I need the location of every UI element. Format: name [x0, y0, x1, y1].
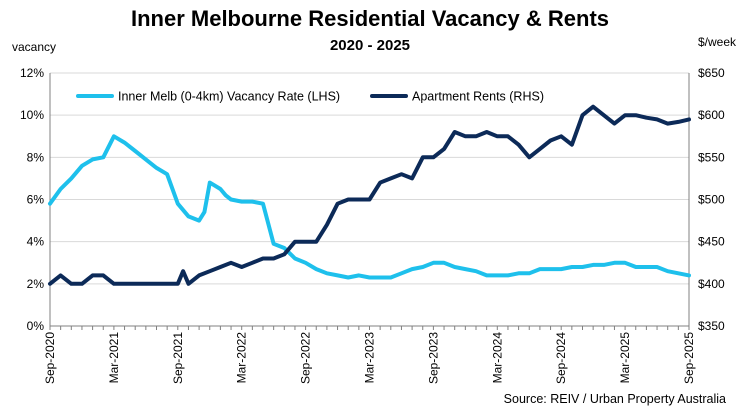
- left-axis-tick-label: 0%: [27, 319, 45, 333]
- x-axis-tick-label: Sep-2020: [43, 332, 57, 384]
- right-axis-tick-label: $400: [698, 277, 725, 291]
- x-axis-tick-label: Sep-2021: [171, 332, 185, 384]
- left-axis-tick-label: 4%: [27, 235, 45, 249]
- right-axis-tick-label: $500: [698, 193, 725, 207]
- right-axis-tick-label: $600: [698, 108, 725, 122]
- left-axis-tick-label: 8%: [27, 150, 45, 164]
- left-axis-unit-label: vacancy: [12, 40, 57, 54]
- right-axis-tick-label: $450: [698, 235, 725, 249]
- x-axis-tick-label: Sep-2022: [299, 332, 313, 384]
- left-axis-tick-label: 6%: [27, 193, 45, 207]
- right-axis-tick-label: $550: [698, 150, 725, 164]
- x-axis-tick-label: Sep-2025: [682, 332, 696, 384]
- x-axis-tick-label: Mar-2023: [363, 332, 377, 384]
- chart-axes: 0% 2% 4% 6% 8% 10% 12% $350 $400 $450 $500 $550 $600…: [20, 66, 725, 384]
- chart-legend: Inner Melb (0-4km) Vacancy Rate (LHS) Apa…: [76, 90, 544, 104]
- x-axis-tick-label: Mar-2025: [618, 332, 632, 384]
- left-axis-tick-label: 2%: [27, 277, 45, 291]
- legend-label-rents: Apartment Rents (RHS): [412, 90, 544, 104]
- x-axis-tick-label: Sep-2023: [426, 332, 440, 384]
- chart-series: [48, 104, 691, 286]
- vacancy-rate-line: [48, 134, 691, 280]
- chart-title: Inner Melbourne Residential Vacancy & Re…: [130, 6, 610, 31]
- source-note: Source: REIV / Urban Property Australia: [503, 392, 726, 406]
- chart-subtitle: 2020 - 2025: [329, 37, 411, 54]
- x-axis-tick-label: Mar-2022: [235, 332, 249, 384]
- left-axis-tick-label: 12%: [20, 66, 44, 80]
- x-axis-tick-label: Mar-2021: [107, 332, 121, 384]
- x-axis-tick-label: Mar-2024: [490, 332, 504, 384]
- right-axis-tick-label: $650: [698, 66, 725, 80]
- apartment-rents-line: [48, 104, 691, 286]
- right-axis-unit-label: $/week: [698, 35, 737, 49]
- left-axis-tick-label: 10%: [20, 108, 44, 122]
- right-axis-tick-label: $350: [698, 319, 725, 333]
- legend-label-vacancy: Inner Melb (0-4km) Vacancy Rate (LHS): [118, 90, 340, 104]
- x-axis-tick-label: Sep-2024: [554, 332, 568, 384]
